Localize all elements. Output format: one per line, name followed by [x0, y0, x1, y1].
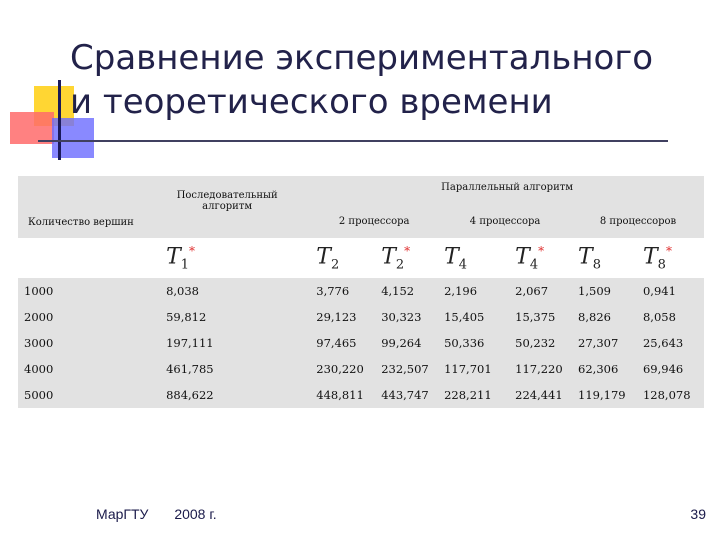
- cell-t8-star: 8,058: [642, 310, 676, 324]
- symbol-cell: T8: [572, 238, 637, 278]
- symbol-cell: T4*: [509, 238, 572, 278]
- symbol-cell: T2: [310, 238, 375, 278]
- cell-t2-star: 443,747: [381, 388, 429, 402]
- symbol-cell: T1*: [160, 238, 310, 278]
- symbol-sub: 2: [395, 257, 405, 273]
- cell-t2: 3,776: [316, 284, 350, 298]
- cell-vertices: 3000: [24, 336, 54, 350]
- header-vertices-label: Количество вершин: [28, 217, 134, 228]
- cell-t4-star: 224,441: [515, 388, 563, 402]
- slide-title-line-2: и теоретического времени: [70, 82, 553, 122]
- cell-t4-star: 117,220: [515, 362, 563, 376]
- header-sequential-label: Последовательный алгоритм: [176, 190, 278, 212]
- cell-t2-star: 99,264: [381, 336, 422, 350]
- header-4-processors-label: 4 процессора: [469, 215, 541, 227]
- cell-t2: 97,465: [316, 336, 357, 350]
- cell-sequential: 197,111: [166, 336, 214, 350]
- header-2-processors: 2 процессора: [310, 204, 438, 238]
- cell-t8: 8,826: [578, 310, 611, 324]
- symbol-base: T: [316, 243, 331, 269]
- symbol-base: T: [166, 243, 181, 269]
- cell-t4: 117,701: [444, 362, 492, 376]
- cell-t4: 15,405: [444, 310, 485, 324]
- header-8-processors: 8 процессоров: [572, 204, 704, 238]
- symbol-sub: 2: [330, 257, 340, 273]
- symbol-star: *: [538, 243, 545, 258]
- cell-t4-star: 50,232: [515, 336, 556, 350]
- cell-t8: 62,306: [578, 362, 619, 376]
- symbol-sub: 1: [180, 257, 190, 273]
- header-sequential: Последовательный алгоритм: [160, 176, 310, 238]
- cell-t2-star: 30,323: [381, 310, 422, 324]
- symbol-cell: T4: [438, 238, 509, 278]
- symbol-base: T: [381, 243, 396, 269]
- cell-vertices: 2000: [24, 310, 54, 324]
- slide-title-line-1: Сравнение экспериментального: [70, 38, 654, 78]
- symbol-base: T: [444, 243, 459, 269]
- header-4-processors: 4 процессора: [438, 204, 572, 238]
- decor-red-square: [10, 112, 54, 144]
- symbol-cell-empty: [18, 238, 160, 278]
- header-8-processors-label: 8 процессоров: [599, 215, 677, 227]
- cell-t8-star: 25,643: [642, 336, 684, 350]
- cell-t2-star: 4,152: [381, 284, 415, 298]
- footer-org: МарГТУ: [96, 506, 149, 522]
- cell-sequential: 59,812: [166, 310, 207, 324]
- cell-sequential: 884,622: [166, 388, 214, 402]
- symbol-star: *: [404, 243, 411, 258]
- symbol-sub: 8: [657, 257, 666, 273]
- symbol-sub: 4: [458, 257, 468, 273]
- cell-sequential: 8,038: [166, 284, 199, 298]
- comparison-table: Количество вершин Последовательный алгор…: [18, 176, 704, 408]
- title-underline: [38, 140, 668, 142]
- footer: МарГТУ 2008 г.: [96, 506, 239, 522]
- cell-vertices: 4000: [24, 362, 54, 376]
- symbol-sub: 8: [592, 257, 601, 273]
- cell-t8: 119,179: [578, 388, 626, 402]
- cell-t8: 27,307: [578, 336, 619, 350]
- page-number: 39: [690, 506, 706, 522]
- symbol-cell: T8*: [637, 238, 704, 278]
- symbol-row: T1* T2 T2* T4 T4* T8 T8*: [18, 238, 704, 278]
- header-vertices: Количество вершин: [18, 176, 160, 238]
- cell-sequential: 461,785: [166, 362, 214, 376]
- cell-vertices: 1000: [24, 284, 54, 298]
- cell-t4: 2,196: [444, 284, 478, 298]
- table-row: 3000 197,111 97,465 99,264 50,336 50,232…: [18, 330, 704, 356]
- cell-t4-star: 15,375: [515, 310, 556, 324]
- table-row: 5000 884,622 448,811 443,747 228,211 224…: [18, 382, 704, 408]
- cell-t2: 448,811: [316, 388, 364, 402]
- symbol-base: T: [578, 243, 593, 269]
- cell-t2: 230,220: [316, 362, 364, 376]
- cell-t4-star: 2,067: [515, 284, 549, 298]
- symbol-sub: 4: [529, 257, 539, 273]
- symbol-base: T: [515, 243, 530, 269]
- cell-t8-star: 69,946: [642, 362, 684, 376]
- cell-vertices: 5000: [24, 388, 54, 402]
- header-2-processors-label: 2 процессора: [338, 215, 410, 227]
- footer-year: 2008 г.: [174, 506, 217, 522]
- symbol-star: *: [665, 243, 672, 258]
- decor-vertical-line: [58, 80, 61, 160]
- cell-t8-star: 0,941: [642, 284, 676, 298]
- header-parallel-label: Параллельный алгоритм: [441, 182, 574, 193]
- slide-title: Сравнение экспериментального и теоретиче…: [70, 36, 690, 124]
- table-row: 4000 461,785 230,220 232,507 117,701 117…: [18, 356, 704, 382]
- symbol-star: *: [189, 243, 196, 258]
- cell-t8-star: 128,078: [642, 388, 691, 402]
- symbol-cell: T2*: [375, 238, 438, 278]
- symbol-base: T: [642, 243, 658, 269]
- cell-t4: 50,336: [444, 336, 485, 350]
- table-row: 1000 8,038 3,776 4,152 2,196 2,067 1,509…: [18, 278, 704, 304]
- cell-t2: 29,123: [316, 310, 357, 324]
- cell-t8: 1,509: [578, 284, 611, 298]
- cell-t2-star: 232,507: [381, 362, 429, 376]
- table-row: 2000 59,812 29,123 30,323 15,405 15,375 …: [18, 304, 704, 330]
- cell-t4: 228,211: [444, 388, 492, 402]
- header-parallel: Параллельный алгоритм: [310, 176, 704, 204]
